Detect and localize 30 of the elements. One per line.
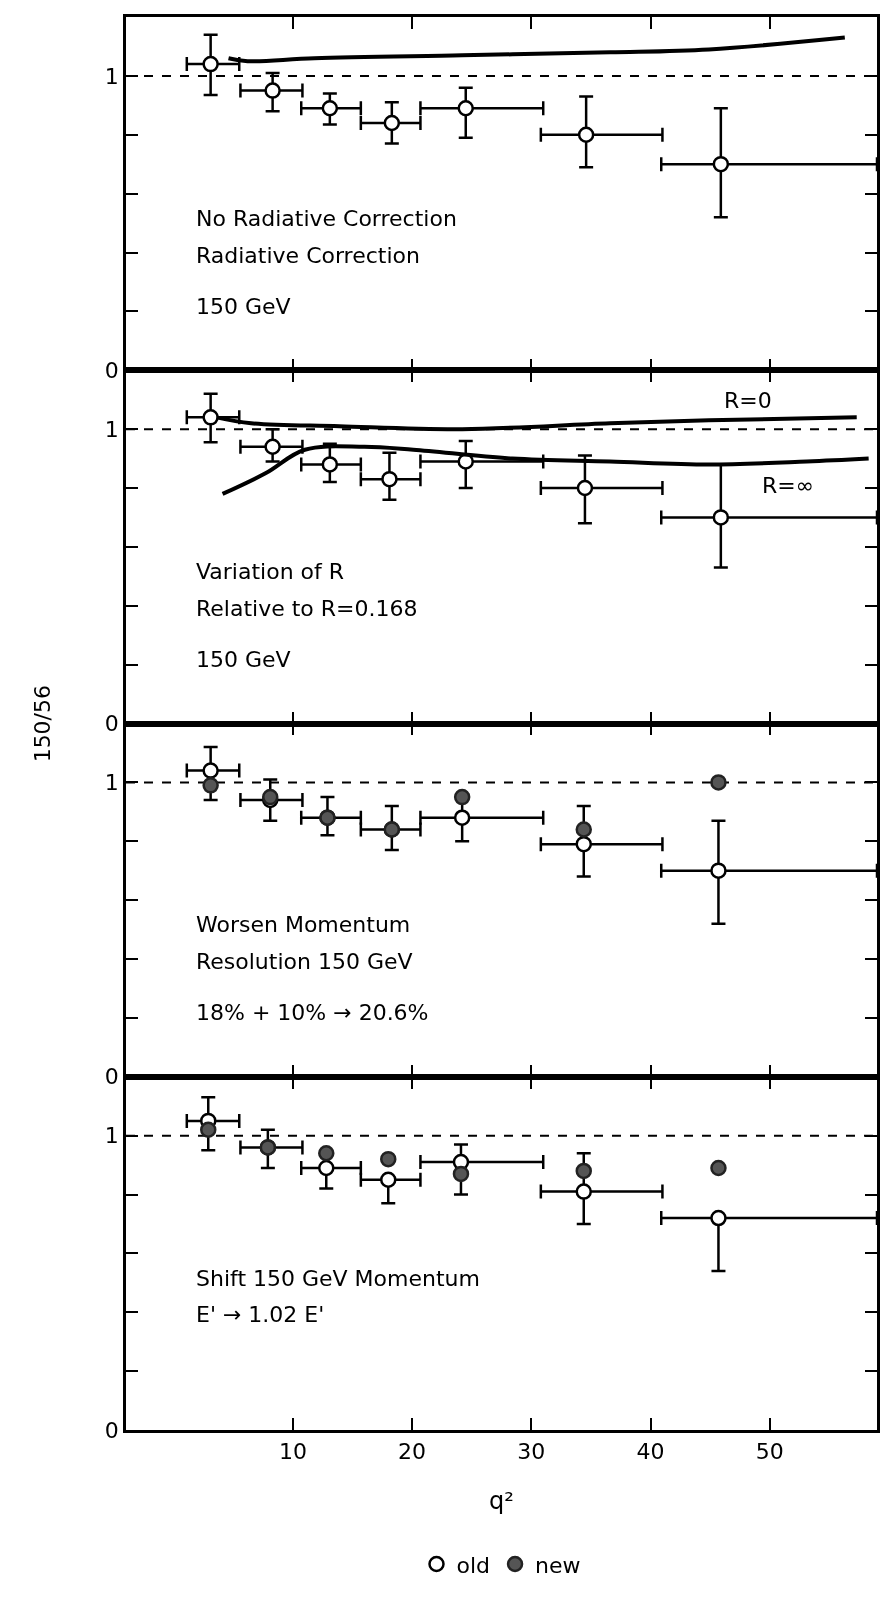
y-axis-title: 150/56 bbox=[30, 684, 56, 763]
y-tick-label: 1 bbox=[104, 416, 119, 442]
annotation: R=0 bbox=[724, 388, 772, 413]
annotation: Radiative Correction bbox=[196, 243, 420, 268]
annotation: Relative to R=0.168 bbox=[196, 596, 418, 621]
annotation: E' → 1.02 E' bbox=[196, 1302, 325, 1327]
annotation: 150 GeV bbox=[196, 647, 291, 672]
y-tick-label: 0 bbox=[104, 1064, 119, 1090]
y-tick-label: 0 bbox=[104, 1417, 119, 1443]
y-tick-label: 1 bbox=[104, 1123, 119, 1149]
annotation: No Radiative Correction bbox=[196, 206, 457, 231]
annotation: Resolution 150 GeV bbox=[196, 949, 413, 974]
annotation: Worsen Momentum bbox=[196, 912, 411, 937]
x-tick-label: 10 bbox=[278, 1439, 307, 1465]
x-tick-label: 40 bbox=[636, 1439, 665, 1465]
annotation: Variation of R bbox=[196, 559, 345, 584]
x-axis-title: q² bbox=[489, 1487, 514, 1516]
x-tick-label: 20 bbox=[398, 1439, 427, 1465]
legend-label: old bbox=[456, 1552, 491, 1578]
y-tick-label: 1 bbox=[104, 770, 119, 796]
annotation: 18% + 10% → 20.6% bbox=[196, 1000, 429, 1025]
annotation: 150 GeV bbox=[196, 294, 291, 319]
annotation: R=∞ bbox=[762, 473, 815, 498]
legend-label: new bbox=[535, 1552, 581, 1578]
y-tick-label: 0 bbox=[104, 711, 119, 737]
y-tick-label: 1 bbox=[104, 63, 119, 89]
x-tick-label: 30 bbox=[517, 1439, 546, 1465]
annotation: Shift 150 GeV Momentum bbox=[196, 1266, 480, 1291]
y-tick-label: 0 bbox=[104, 357, 119, 383]
x-tick-label: 50 bbox=[755, 1439, 784, 1465]
